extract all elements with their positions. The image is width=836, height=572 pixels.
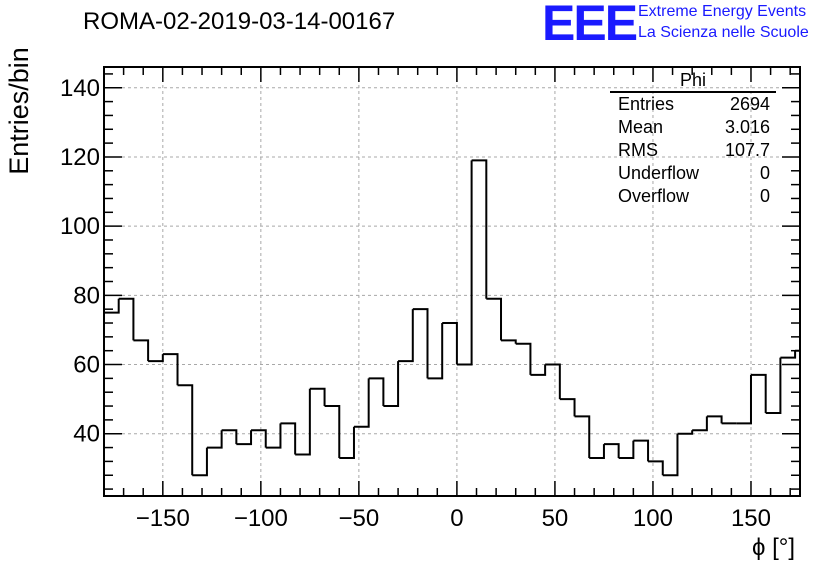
histogram-bin xyxy=(412,308,429,379)
stats-box: Phi Entries 2694 Mean 3.016 RMS 107.7 Un… xyxy=(608,70,778,208)
stats-row-underflow: Underflow 0 xyxy=(608,162,778,185)
histogram-bin xyxy=(765,357,782,414)
stats-row-overflow: Overflow 0 xyxy=(608,185,778,208)
histogram-bin xyxy=(692,416,708,432)
histogram-bin xyxy=(280,422,297,455)
histogram-bin xyxy=(559,398,576,417)
histogram-bin xyxy=(706,415,723,424)
histogram-bin xyxy=(750,373,767,413)
histogram-bin xyxy=(133,339,150,362)
x-tick-label: 100 xyxy=(633,505,673,532)
histogram-bin xyxy=(221,429,238,445)
histogram-bin xyxy=(618,440,635,459)
histogram-bin xyxy=(633,439,650,462)
x-tick-label: −50 xyxy=(339,505,380,532)
y-tick-label: 120 xyxy=(60,144,100,171)
stats-label: Entries xyxy=(618,94,675,114)
x-tick-label: 50 xyxy=(542,505,569,532)
histogram-bin xyxy=(324,405,341,458)
chart-title: ROMA-02-2019-03-14-00167 xyxy=(83,8,396,35)
histogram-bin xyxy=(206,430,223,449)
y-axis-label: Entries/bin xyxy=(4,47,34,175)
histogram-bin xyxy=(251,429,267,448)
stats-value: 3.016 xyxy=(724,117,770,137)
histogram-bin xyxy=(339,426,355,459)
histogram-bin xyxy=(368,377,385,407)
histogram-bin xyxy=(236,430,253,446)
histogram-bin xyxy=(309,387,326,407)
x-tick-label: −100 xyxy=(234,505,288,532)
histogram-bin xyxy=(162,353,179,386)
histogram-bin xyxy=(177,384,194,476)
y-tick-label: 60 xyxy=(73,352,100,379)
histogram-bin xyxy=(736,374,752,425)
stats-value: 2694 xyxy=(729,94,770,114)
stats-value: 0 xyxy=(759,163,770,183)
histogram-bin xyxy=(545,363,561,400)
x-tick-label: 150 xyxy=(731,505,771,532)
histogram-bin xyxy=(471,159,488,299)
histogram-bin xyxy=(148,354,164,363)
histogram-bin xyxy=(353,378,370,428)
histogram-bin xyxy=(383,361,400,408)
histogram-bin xyxy=(427,323,444,380)
stats-title: Phi xyxy=(679,70,706,90)
y-tick-label: 40 xyxy=(73,421,100,448)
stats-value: 107.7 xyxy=(724,140,770,160)
eee-logo-mark: EEE xyxy=(542,0,638,51)
histogram-bin xyxy=(648,460,664,476)
stats-row-entries: Entries 2694 xyxy=(608,93,778,116)
histogram-bin xyxy=(192,447,208,477)
histogram-bin xyxy=(515,342,532,375)
histogram-bin xyxy=(780,350,797,359)
stats-row-rms: RMS 107.7 xyxy=(608,139,778,162)
stats-label: Underflow xyxy=(618,163,700,183)
stats-divider xyxy=(610,91,776,93)
stats-label: RMS xyxy=(618,140,658,160)
histogram-bin xyxy=(456,160,473,366)
stats-row-mean: Mean 3.016 xyxy=(608,116,778,139)
histogram-bin xyxy=(589,444,605,459)
x-tick-label: 0 xyxy=(450,505,463,532)
histogram-bin xyxy=(501,339,517,344)
histogram-bin xyxy=(295,388,311,456)
histogram-bin xyxy=(398,309,414,363)
y-tick-label: 140 xyxy=(60,75,100,102)
logo-text-line1: Extreme Energy Events xyxy=(638,3,807,20)
x-axis-label: ϕ [°] xyxy=(752,534,796,561)
stats-label: Mean xyxy=(618,117,664,137)
histogram-bin xyxy=(118,297,135,341)
histogram-bin xyxy=(603,443,620,458)
stats-label: Overflow xyxy=(618,186,690,206)
y-tick-label: 80 xyxy=(73,282,100,309)
eee-logo: EEE Extreme Energy Events La Scienza nel… xyxy=(542,0,832,51)
logo-text-line2: La Scienza nelle Scuole xyxy=(638,24,809,41)
histogram-bin xyxy=(265,423,282,449)
histogram-bin xyxy=(677,430,694,435)
histogram-bin xyxy=(574,415,591,458)
histogram-bin xyxy=(530,364,547,376)
histogram-bin xyxy=(662,433,679,477)
histogram-bin xyxy=(104,298,120,314)
histogram-bin xyxy=(486,297,503,341)
x-tick-label: −150 xyxy=(136,505,190,532)
stats-value: 0 xyxy=(759,186,770,206)
y-tick-label: 100 xyxy=(60,213,100,240)
histogram-bin xyxy=(442,322,458,365)
